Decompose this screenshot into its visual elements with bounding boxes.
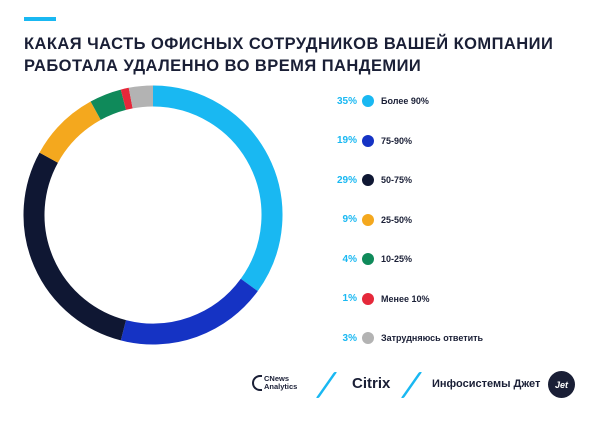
page-title: КАКАЯ ЧАСТЬ ОФИСНЫХ СОТРУДНИКОВ ВАШЕЙ КО… (24, 33, 564, 77)
legend-item: 29% 50-75% (325, 172, 585, 188)
legend-label: Менее 10% (381, 293, 430, 304)
legend-percent: 3% (342, 332, 357, 344)
legend-swatch (362, 292, 374, 305)
donut-chart (23, 85, 283, 345)
infosystems-jet-logo: Инфосистемы Джет (432, 378, 541, 390)
citrix-logo: Citrix (352, 375, 391, 392)
legend-percent: 9% (342, 214, 357, 225)
legend-item: 4% 10-25% (325, 251, 585, 267)
legend-label: Затрудняюсь ответить (381, 333, 484, 343)
donut-slice-4 (39, 101, 101, 163)
legend-swatch (362, 174, 374, 186)
divider-slash (315, 372, 338, 398)
legend-percent: 4% (342, 253, 357, 265)
legend-item: 35% Более 90% (325, 93, 585, 109)
legend-label: 50-75% (381, 175, 413, 185)
donut-slice-5 (90, 89, 127, 121)
cnews-logo-line-2: Analytics (264, 382, 298, 391)
donut-slice-6 (120, 87, 133, 110)
legend-percent: 19% (336, 135, 357, 146)
title-line-1: КАКАЯ ЧАСТЬ ОФИСНЫХ СОТРУДНИКОВ ВАШЕЙ КО… (24, 35, 554, 53)
donut-slice-7 (128, 85, 154, 109)
legend-item: 1% Менее 10% (325, 291, 585, 307)
legend-swatch (362, 213, 374, 226)
donut-slice-2 (120, 278, 258, 345)
legend-swatch (362, 95, 374, 107)
accent-bar (24, 17, 56, 21)
legend-item: 19% 75-90% (325, 133, 585, 149)
legend-percent: 29% (336, 174, 357, 186)
cnews-mark-icon (252, 375, 262, 391)
legend-item: 3% Затрудняюсь ответить (325, 330, 585, 346)
footer-logos: CNews Analytics Citrix Инфосистемы Джет … (0, 364, 600, 404)
divider-slash (400, 372, 423, 398)
legend-label: 10-25% (381, 254, 413, 264)
title-line-2: РАБОТАЛА УДАЛЕННО ВО ВРЕМЯ ПАНДЕМИИ (24, 57, 422, 75)
legend-item: 9% 25-50% (325, 212, 585, 228)
jet-badge-icon: Jet (548, 371, 575, 398)
legend-swatch (362, 134, 374, 147)
legend-percent: 35% (336, 95, 357, 107)
cnews-analytics-logo: CNews Analytics (252, 375, 297, 391)
legend-label: Более 90% (381, 96, 429, 106)
legend-swatch (362, 332, 374, 344)
chart-legend: 35% Более 90% 19% 75-90% 29% 50-75% 9% 25-50% 4%… (325, 0, 585, 360)
donut-slice-3 (23, 152, 127, 341)
legend-percent: 1% (342, 293, 357, 304)
cnews-logo-line-1: CNews (264, 374, 290, 383)
legend-label: 25-50% (381, 214, 413, 225)
legend-label: 75-90% (381, 135, 413, 146)
donut-slice-1 (152, 85, 283, 292)
legend-swatch (362, 253, 374, 265)
